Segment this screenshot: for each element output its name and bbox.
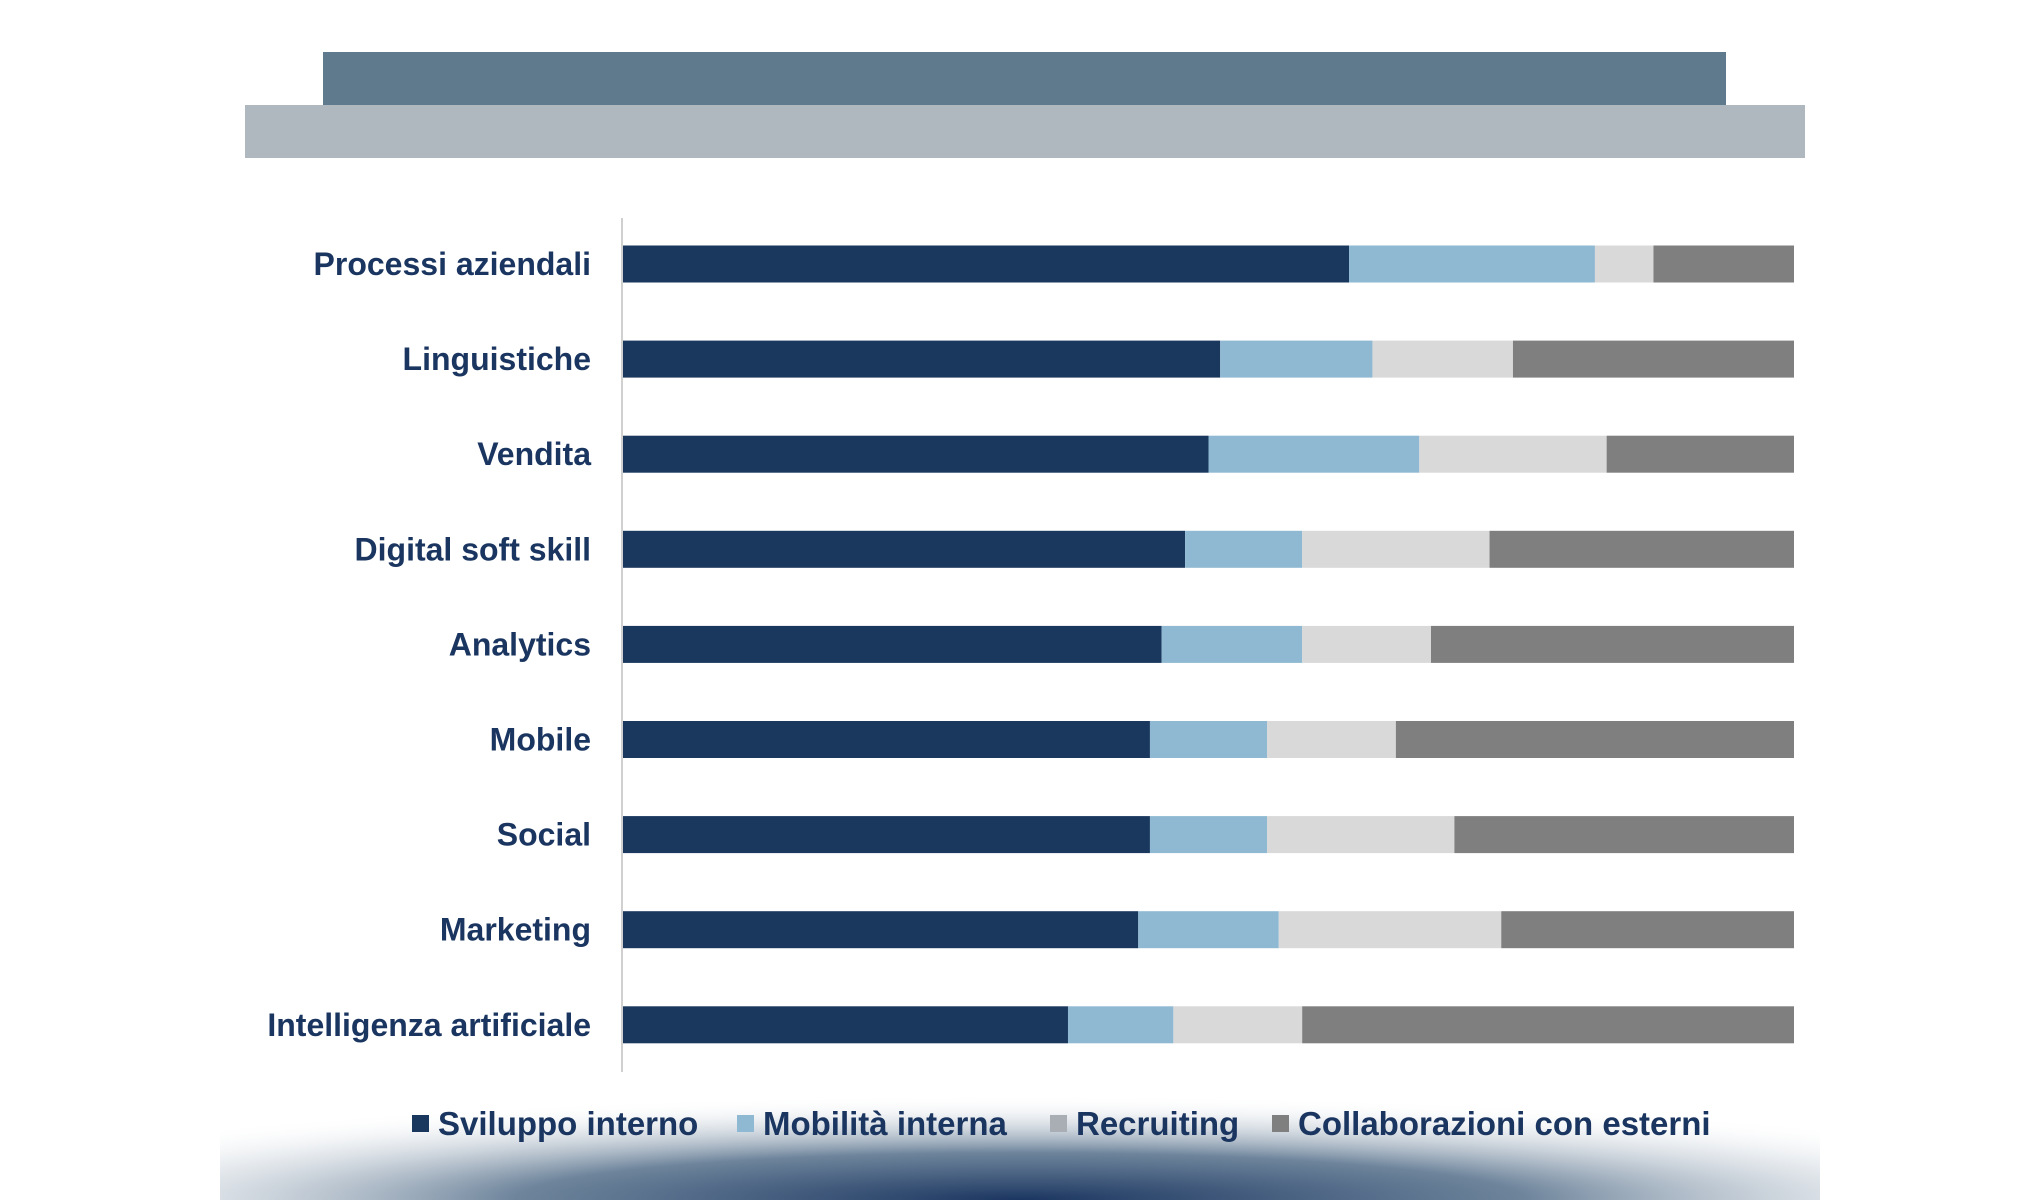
category-label: Intelligenza artificiale bbox=[267, 1007, 591, 1043]
bar-segment-collaborazioni-con-esterni bbox=[1454, 816, 1794, 854]
legend-marker bbox=[737, 1115, 754, 1132]
bar-segment-recruiting bbox=[1302, 625, 1431, 663]
bar-segment-sviluppo-interno bbox=[623, 721, 1150, 758]
bar-segment-collaborazioni-con-esterni bbox=[1501, 911, 1794, 949]
bar-segment-collaborazioni-con-esterni bbox=[1489, 530, 1794, 568]
legend-label: Collaborazioni con esterni bbox=[1298, 1105, 1711, 1142]
category-label: Marketing bbox=[440, 912, 591, 948]
bar-segment-recruiting bbox=[1267, 816, 1455, 854]
bar-segment-sviluppo-interno bbox=[623, 816, 1150, 854]
bar-segment-collaborazioni-con-esterni bbox=[1430, 625, 1794, 663]
legend-marker bbox=[1272, 1115, 1289, 1132]
bar-segment-mobilit-interna bbox=[1208, 435, 1420, 473]
bar-segment-sviluppo-interno bbox=[623, 435, 1209, 473]
category-label: Mobile bbox=[490, 722, 591, 758]
bar-segment-recruiting bbox=[1267, 721, 1396, 758]
bar-segment-collaborazioni-con-esterni bbox=[1653, 245, 1794, 283]
header-banner-dark bbox=[323, 52, 1726, 105]
bar-segment-mobilit-interna bbox=[1161, 625, 1303, 663]
bar-segment-recruiting bbox=[1594, 245, 1654, 283]
bar-segment-sviluppo-interno bbox=[623, 1006, 1068, 1044]
bar-segment-collaborazioni-con-esterni bbox=[1302, 1006, 1794, 1044]
header-banner-light bbox=[245, 105, 1805, 158]
category-label: Vendita bbox=[477, 436, 591, 472]
bar-segment-sviluppo-interno bbox=[623, 245, 1350, 283]
legend-label: Recruiting bbox=[1076, 1105, 1239, 1142]
bar-segment-mobilit-interna bbox=[1149, 721, 1268, 758]
legend-label: Mobilità interna bbox=[763, 1105, 1007, 1142]
bar-segment-recruiting bbox=[1372, 340, 1513, 378]
bar-segment-recruiting bbox=[1302, 530, 1490, 568]
bottom-glow bbox=[220, 1050, 1820, 1200]
bar-segment-sviluppo-interno bbox=[623, 340, 1221, 378]
bar-segment-sviluppo-interno bbox=[623, 530, 1186, 568]
bar-segment-recruiting bbox=[1278, 911, 1502, 949]
bar-segment-mobilit-interna bbox=[1220, 340, 1373, 378]
category-label: Processi aziendali bbox=[314, 246, 591, 282]
bar-segment-collaborazioni-con-esterni bbox=[1606, 435, 1794, 473]
category-label: Analytics bbox=[449, 626, 591, 662]
bar-segment-mobilit-interna bbox=[1185, 530, 1303, 568]
legend-marker bbox=[1050, 1115, 1067, 1132]
bar-segment-recruiting bbox=[1173, 1006, 1303, 1044]
legend-label: Sviluppo interno bbox=[438, 1105, 698, 1142]
bar-segment-recruiting bbox=[1419, 435, 1607, 473]
category-label: Digital soft skill bbox=[355, 531, 591, 567]
category-label: Social bbox=[497, 817, 591, 853]
bar-segment-collaborazioni-con-esterni bbox=[1395, 721, 1794, 758]
bar-segment-mobilit-interna bbox=[1138, 911, 1279, 949]
legend-marker bbox=[412, 1115, 429, 1132]
bar-segment-mobilit-interna bbox=[1349, 245, 1595, 283]
bar-segment-mobilit-interna bbox=[1067, 1006, 1174, 1044]
bar-segment-mobilit-interna bbox=[1149, 816, 1268, 854]
bar-segment-collaborazioni-con-esterni bbox=[1512, 340, 1794, 378]
bar-segment-sviluppo-interno bbox=[623, 911, 1139, 949]
bar-segment-sviluppo-interno bbox=[623, 625, 1162, 663]
category-label: Linguistiche bbox=[403, 341, 591, 377]
